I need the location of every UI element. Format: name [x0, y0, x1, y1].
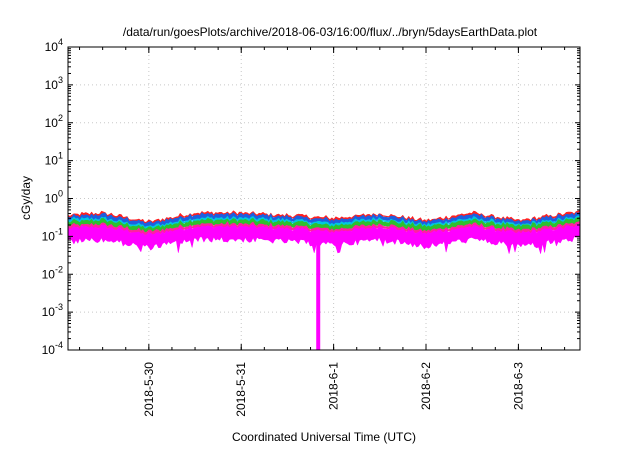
x-tick-label: 2018-5-30	[142, 362, 156, 417]
y-axis-label: cGy/day	[19, 176, 33, 220]
y-tick-label: 103	[45, 75, 63, 92]
y-tick-label: 10-2	[42, 264, 63, 281]
y-tick-label: 10-4	[42, 340, 63, 357]
grid-layer	[68, 47, 580, 350]
x-tick-label: 2018-6-1	[327, 362, 341, 410]
x-tick-label: 2018-5-31	[234, 362, 248, 417]
dropout-spike	[316, 230, 321, 350]
x-tick-label: 2018-6-2	[419, 362, 433, 410]
y-tick-label: 100	[45, 189, 63, 206]
chart-title: /data/run/goesPlots/archive/2018-06-03/1…	[123, 25, 538, 39]
y-tick-label: 10-3	[42, 302, 63, 319]
y-tick-label: 104	[45, 37, 63, 54]
y-tick-label: 10-1	[42, 226, 63, 243]
axis-layer: 10-4 10-3 10-2 10-1 100 101 102 103 104 2018-5-30…	[42, 37, 580, 417]
series-layer	[67, 209, 581, 350]
y-tick-label: 101	[45, 151, 63, 168]
x-tick-label: 2018-6-3	[511, 362, 525, 410]
x-axis-label: Coordinated Universal Time (UTC)	[232, 430, 416, 444]
y-tick-label: 102	[45, 113, 63, 130]
